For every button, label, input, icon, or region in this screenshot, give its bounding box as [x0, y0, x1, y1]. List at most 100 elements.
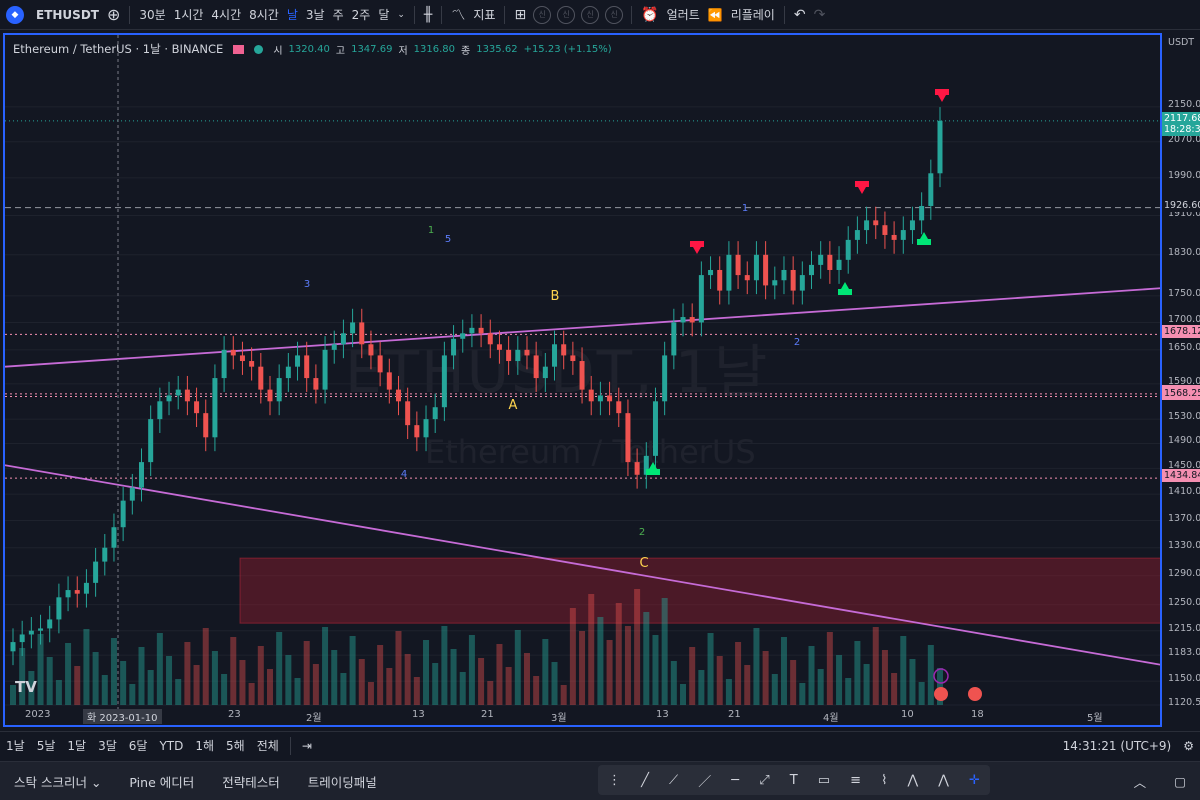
elliott-abc-icon[interactable]: ⋀: [938, 772, 949, 788]
volume-bar: [413, 677, 420, 705]
alarm-clock-icon[interactable]: ⏰: [641, 6, 659, 23]
buy-signal-arrow: [646, 462, 660, 475]
timeframe-1w[interactable]: 주: [332, 8, 344, 22]
indicator-template-4[interactable]: 신: [605, 5, 624, 24]
price-tick: 1330.00: [1168, 539, 1200, 551]
path-icon[interactable]: ⤢: [759, 772, 770, 788]
volume-bar: [514, 630, 521, 705]
crosshair-icon[interactable]: ✛: [969, 772, 980, 788]
candle-body: [561, 344, 567, 356]
timeframe-4h[interactable]: 4시간: [211, 8, 242, 22]
candle-body: [386, 372, 392, 390]
price-label: 1434.84: [1162, 469, 1200, 483]
undo-icon[interactable]: ↶: [793, 6, 806, 23]
range-5y[interactable]: 5해: [226, 739, 245, 753]
candle-body: [441, 355, 447, 408]
price-axis[interactable]: USDT 2150.00 2070.00 1990.00 1910.00 1830.00…: [1162, 33, 1200, 727]
candle-body: [340, 333, 346, 345]
volume-bar: [560, 685, 567, 705]
indicator-template-1[interactable]: 신: [533, 5, 552, 24]
flag-icon[interactable]: [233, 44, 245, 54]
price-tick: 1590.00: [1168, 375, 1200, 387]
horizontal-line-icon[interactable]: ─: [731, 772, 740, 788]
ray-icon[interactable]: ／: [698, 774, 712, 790]
volume-bar: [689, 647, 696, 705]
elliott-correction-icon[interactable]: ⋀: [907, 772, 919, 788]
maximize-icon[interactable]: ▢: [1174, 773, 1186, 789]
settings-icon[interactable]: ⚙: [1183, 738, 1194, 753]
candle-body: [496, 344, 502, 350]
range-3m[interactable]: 3달: [98, 739, 117, 753]
rectangle-icon[interactable]: ▭: [817, 772, 831, 788]
indicators-icon[interactable]: 〽: [451, 7, 466, 24]
candle-body: [882, 225, 888, 235]
volume-bar: [799, 683, 806, 705]
timeframe-1d[interactable]: 날: [286, 8, 298, 22]
symbol-search[interactable]: ETHUSDT: [36, 7, 99, 22]
candle-body: [203, 413, 209, 438]
candle-body: [818, 254, 824, 265]
trendline-icon[interactable]: ╱: [641, 772, 649, 788]
timeframe-2w[interactable]: 2주: [351, 8, 371, 22]
chevron-down-icon[interactable]: ⌄: [397, 9, 405, 20]
alert-button[interactable]: 얼러트: [666, 8, 700, 22]
tab-strategy-tester[interactable]: 전략테스터: [222, 774, 280, 790]
timeframe-1h[interactable]: 1시간: [173, 8, 204, 22]
currency-label[interactable]: USDT: [1168, 37, 1195, 48]
candle-body: [726, 254, 732, 291]
add-symbol-button[interactable]: ⊕: [106, 5, 121, 24]
legend-close: 1335.62: [476, 43, 518, 55]
volume-bar: [771, 674, 778, 705]
volume-bar: [551, 662, 558, 705]
layout-grid-icon[interactable]: ⊞: [514, 6, 527, 23]
range-5d[interactable]: 5날: [36, 739, 56, 753]
visibility-icon[interactable]: [254, 44, 264, 54]
tab-stock-screener[interactable]: 스탁 스크리너 ⌄: [14, 774, 102, 790]
volume-bar: [468, 635, 475, 705]
tab-pine-editor[interactable]: Pine 에디터: [129, 774, 195, 790]
range-all[interactable]: 전체: [256, 739, 279, 753]
candle-type-icon[interactable]: ╫: [423, 6, 433, 23]
volume-bar: [900, 636, 907, 705]
fib-icon[interactable]: ≡: [850, 772, 861, 788]
candle-body: [111, 527, 117, 548]
candle-body: [735, 254, 741, 276]
candle-body: [331, 344, 337, 350]
timeframe-1m[interactable]: 달: [378, 8, 390, 22]
tab-trading-panel[interactable]: 트레이딩패널: [307, 774, 377, 790]
timeframe-3d[interactable]: 3날: [305, 8, 325, 22]
replay-button[interactable]: 리플레이: [730, 8, 775, 22]
candle-body: [267, 389, 273, 402]
time-tick: 4월: [823, 713, 839, 724]
replay-icon[interactable]: ⏪: [707, 7, 723, 22]
drag-handle-icon[interactable]: ⋮: [608, 772, 622, 788]
indicators-button[interactable]: 지표: [473, 8, 496, 22]
wave-label: 2: [639, 527, 645, 538]
range-1d[interactable]: 1날: [6, 739, 25, 753]
candle-body: [698, 275, 704, 323]
indicator-template-3[interactable]: 신: [581, 5, 600, 24]
range-ytd[interactable]: YTD: [159, 738, 184, 753]
elliott-impulse-icon[interactable]: ⌇: [881, 772, 888, 788]
volume-bar: [322, 627, 329, 705]
polyline-icon[interactable]: ⟋: [669, 772, 679, 788]
collapse-icon[interactable]: ︿: [1133, 774, 1147, 790]
indicator-template-2[interactable]: 신: [557, 5, 576, 24]
redo-icon[interactable]: ↷: [813, 6, 826, 23]
clock-timezone[interactable]: 14:31:21 (UTC+9): [1062, 738, 1172, 753]
timeframe-30m[interactable]: 30분: [139, 8, 166, 22]
volume-bar: [863, 664, 870, 705]
volume-bar: [110, 638, 117, 705]
range-6m[interactable]: 6달: [128, 739, 148, 753]
date-range-icon[interactable]: ⇥: [301, 738, 312, 753]
text-tool-icon[interactable]: T: [789, 772, 798, 788]
candle-body: [395, 389, 401, 402]
volume-bar: [101, 675, 108, 705]
volume-bar: [661, 598, 668, 705]
range-1y[interactable]: 1해: [195, 739, 215, 753]
range-1m[interactable]: 1달: [67, 739, 87, 753]
timeframe-8h[interactable]: 8시간: [249, 8, 279, 22]
legend-open-label: 시: [273, 45, 283, 57]
